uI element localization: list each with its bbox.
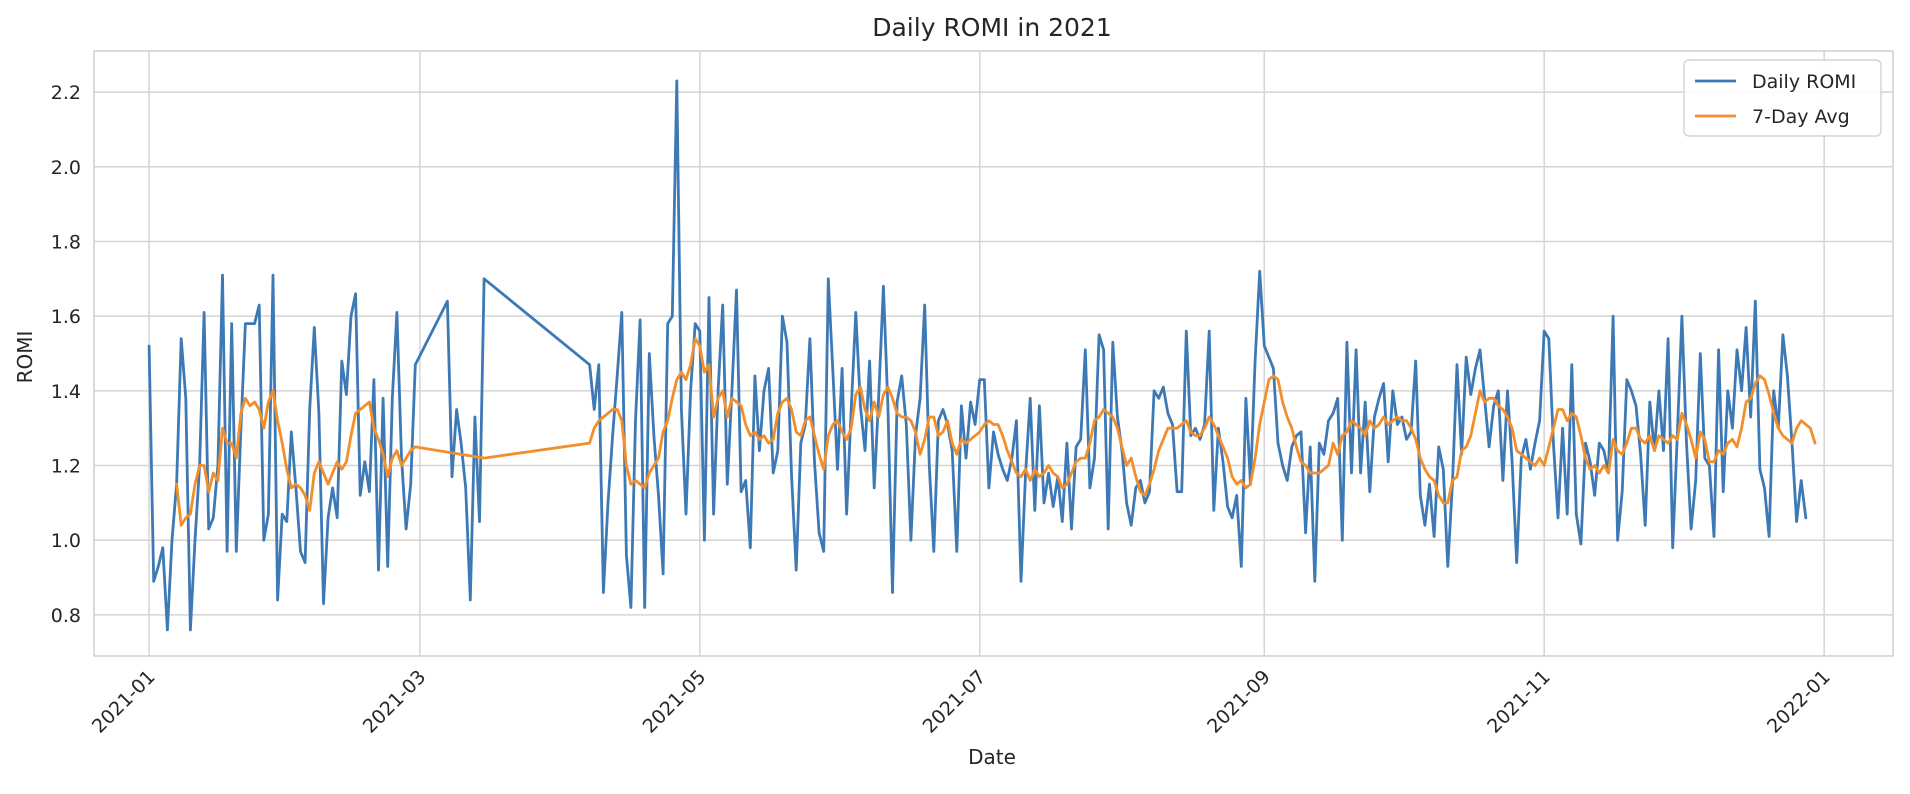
y-tick-label: 1.4 xyxy=(51,381,81,403)
legend-label: 7-Day Avg xyxy=(1752,106,1850,128)
y-tick-label: 1.6 xyxy=(51,306,81,328)
x-axis-title: Date xyxy=(968,745,1016,769)
plot-frame xyxy=(93,50,1894,657)
y-axis: 0.8 1.0 1.2 1.4 1.6 1.8 2.0 2.2 xyxy=(51,82,81,627)
y-tick-label: 2.2 xyxy=(51,82,81,104)
y-tick-label: 1.2 xyxy=(51,456,81,478)
chart-title: Daily ROMI in 2021 xyxy=(872,13,1112,42)
y-axis-title: ROMI xyxy=(13,331,37,384)
daily-romi-line xyxy=(147,79,1808,632)
y-tick-label: 1.8 xyxy=(51,231,81,253)
seven-day-avg-line xyxy=(175,337,1817,527)
y-tick-label: 2.0 xyxy=(51,157,81,179)
y-tick-label: 1.0 xyxy=(51,530,81,552)
legend-label: Daily ROMI xyxy=(1752,71,1856,93)
y-tick-label: 0.8 xyxy=(51,605,81,627)
series-layer xyxy=(147,79,1817,632)
legend: Daily ROMI 7-Day Avg xyxy=(1683,59,1882,137)
